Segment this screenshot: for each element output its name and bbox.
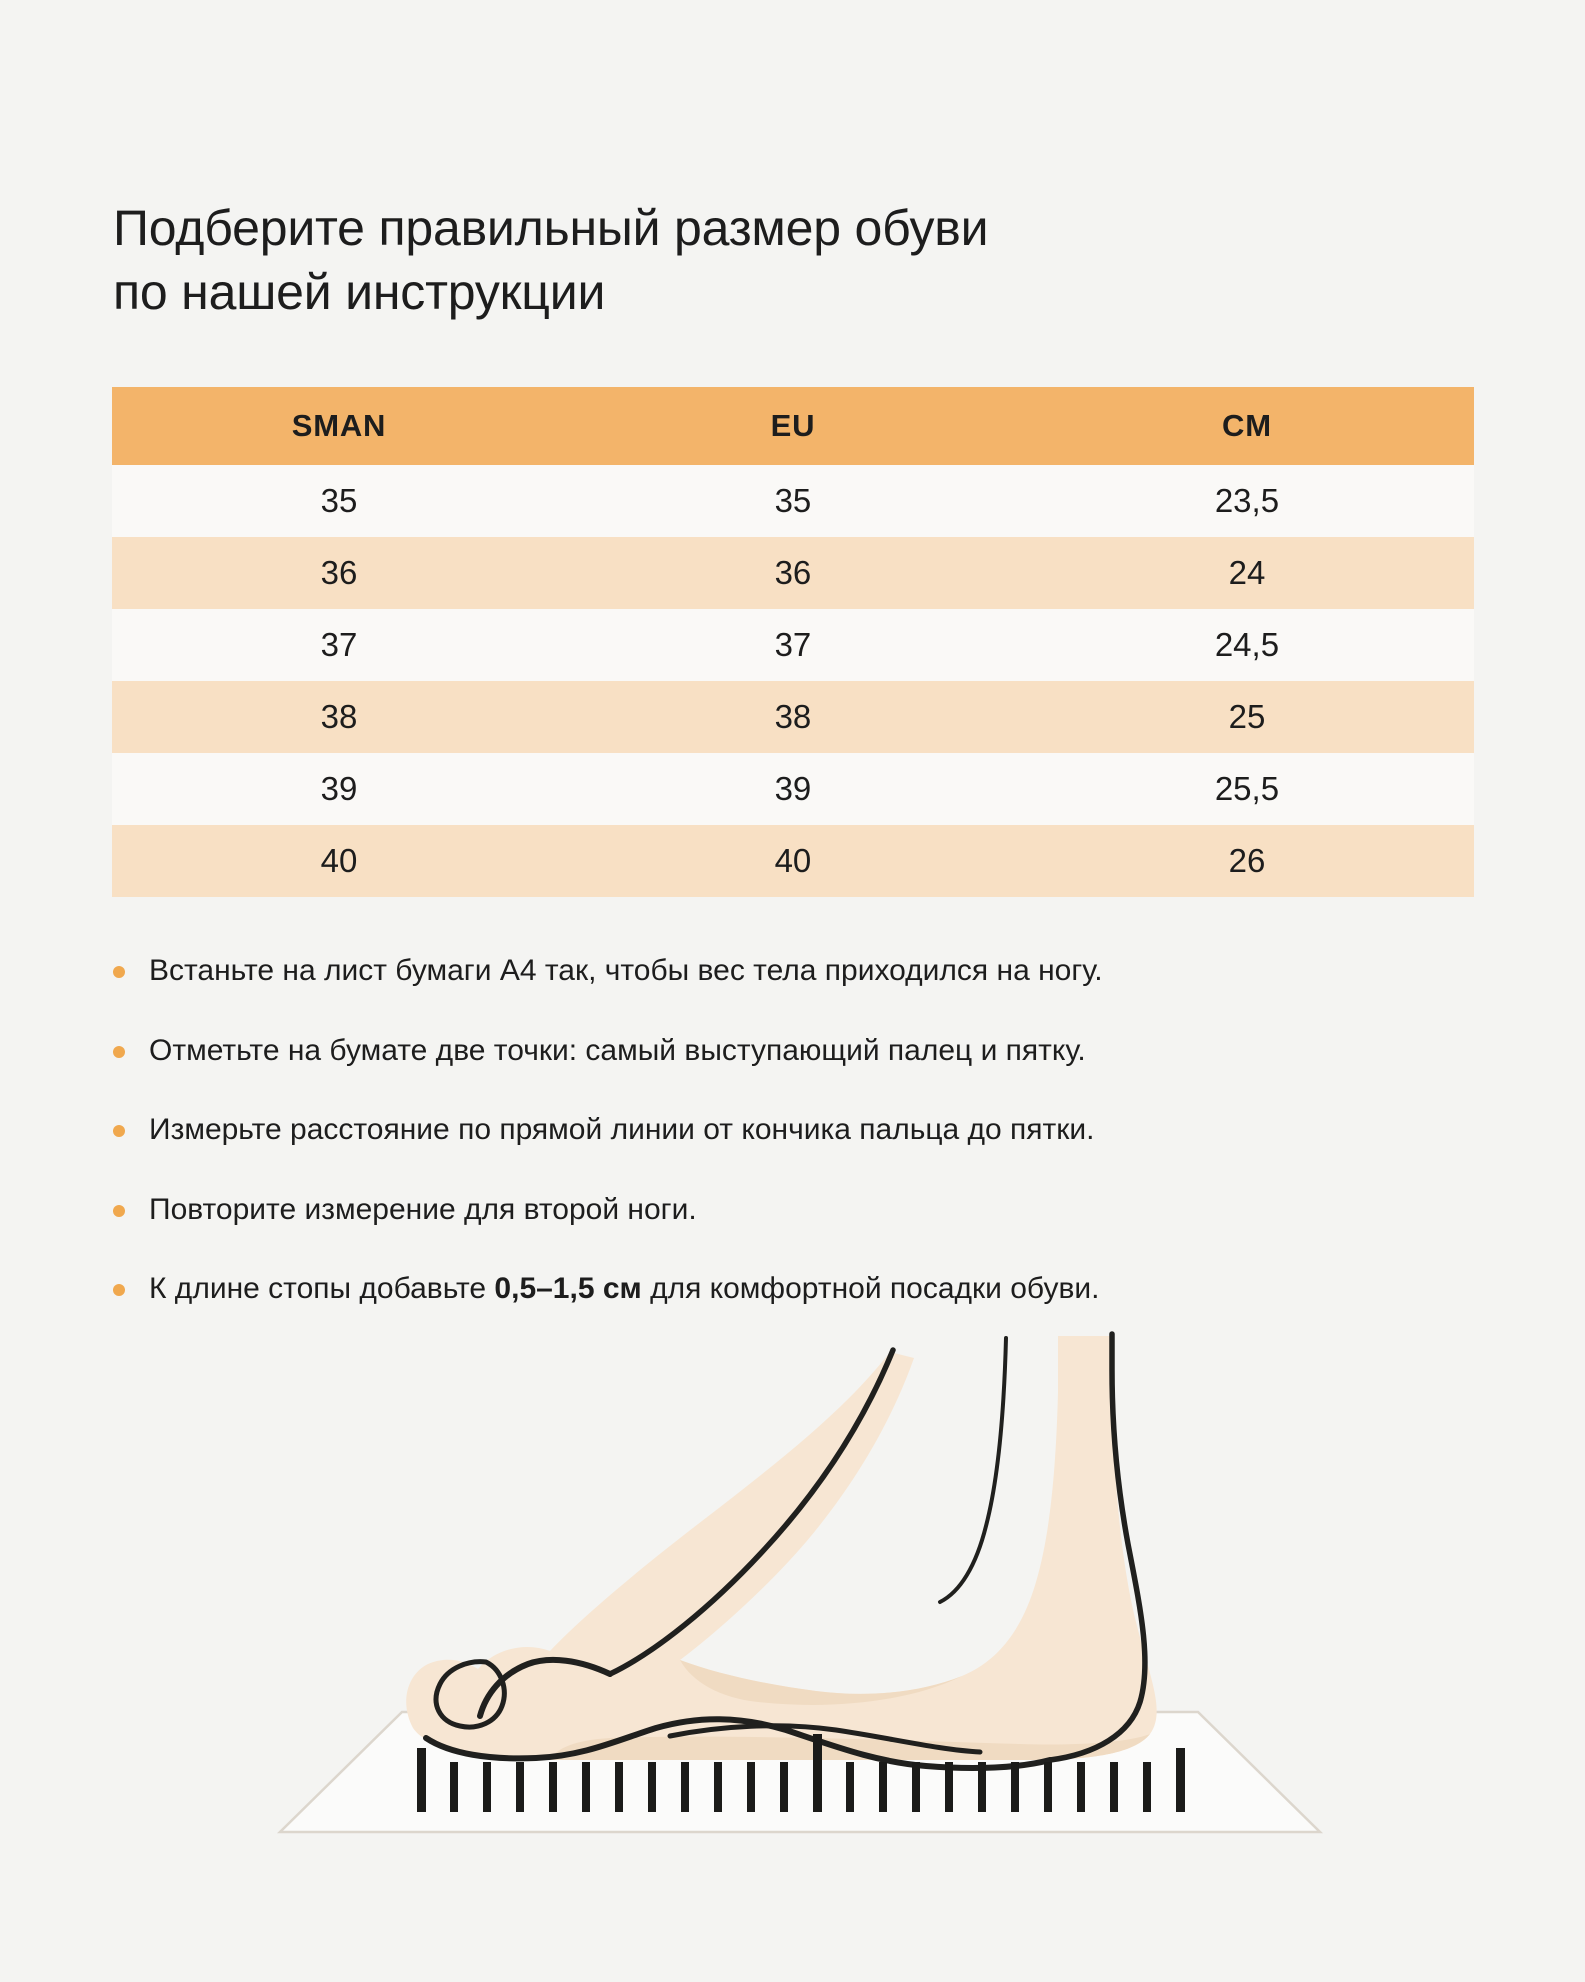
cell-eu: 37: [565, 609, 1020, 681]
table-row: 35 35 23,5: [112, 465, 1474, 537]
ruler-ticks-icon: [417, 1734, 1185, 1812]
cell-sman: 38: [112, 681, 566, 753]
cell-eu: 38: [565, 681, 1020, 753]
column-header-eu: EU: [565, 387, 1020, 465]
bullet-dot-icon: [113, 1125, 125, 1137]
list-item: Повторите измерение для второй ноги.: [113, 1191, 1513, 1229]
list-item-label: Повторите измерение для второй ноги.: [149, 1192, 697, 1226]
list-item: К длине стопы добавьте 0,5–1,5 см для ко…: [113, 1270, 1513, 1308]
cell-sman: 39: [112, 753, 566, 825]
list-item-suffix: для комфортной посадки обуви.: [641, 1272, 1100, 1305]
table-row: 39 39 25,5: [112, 753, 1474, 825]
page-title-line-1: Подберите правильный размер обуви: [113, 200, 989, 256]
cell-sman: 36: [112, 537, 566, 609]
list-item-label: Отметьте на бумате две точки: самый выст…: [149, 1033, 1086, 1067]
table-header-row: SMAN EU CM: [112, 387, 1474, 465]
table-row: 37 37 24,5: [112, 609, 1474, 681]
cell-sman: 37: [112, 609, 566, 681]
page-title: Подберите правильный размер обуви по наш…: [113, 196, 1313, 324]
cell-cm: 23,5: [1019, 465, 1474, 537]
cell-cm: 24,5: [1019, 609, 1474, 681]
cell-sman: 40: [112, 825, 566, 897]
cell-sman: 35: [112, 465, 566, 537]
cell-eu: 39: [565, 753, 1020, 825]
cell-eu: 36: [565, 537, 1020, 609]
foot-silhouette-icon: [406, 1336, 1157, 1760]
table-row: 40 40 26: [112, 825, 1474, 897]
column-header-sman: SMAN: [112, 387, 566, 465]
list-item: Измерьте расстояние по прямой линии от к…: [113, 1111, 1513, 1149]
cell-eu: 35: [565, 465, 1020, 537]
list-item-prefix: К длине стопы добавьте: [149, 1272, 495, 1305]
cell-cm: 24: [1019, 537, 1474, 609]
cell-cm: 26: [1019, 825, 1474, 897]
bullet-dot-icon: [113, 1045, 125, 1058]
table-row: 36 36 24: [112, 537, 1474, 609]
list-item: Отметьте на бумате две точки: самый выст…: [113, 1032, 1513, 1070]
foot-outline-icon: [423, 1331, 1148, 1771]
table-row: 38 38 25: [112, 681, 1474, 753]
list-item-emphasis: 0,5–1,5 см: [494, 1272, 642, 1305]
list-item: Встаньте на лист бумаги А4 так, чтобы ве…: [113, 952, 1513, 990]
bullet-dot-icon: [113, 1284, 125, 1296]
list-item-label: Измерьте расстояние по прямой линии от к…: [149, 1113, 1095, 1146]
column-header-cm: CM: [1019, 387, 1474, 465]
cell-cm: 25: [1019, 681, 1474, 753]
bullet-dot-icon: [113, 1204, 125, 1217]
foot-measurement-illustration: [250, 1330, 1350, 1890]
list-item-label: Встаньте на лист бумаги А4 так, чтобы ве…: [149, 954, 1103, 987]
size-table: SMAN EU CM 35 35 23,5 36 36 24 37 37 24,…: [112, 387, 1474, 897]
bullet-dot-icon: [113, 966, 125, 978]
page-title-line-2: по нашей инструкции: [113, 264, 606, 320]
size-table-body: 35 35 23,5 36 36 24 37 37 24,5 38 38 25 …: [112, 465, 1474, 897]
cell-eu: 40: [565, 825, 1020, 897]
size-table-head: SMAN EU CM: [112, 387, 1474, 465]
instruction-list: Встаньте на лист бумаги А4 так, чтобы ве…: [113, 952, 1513, 1308]
cell-cm: 25,5: [1019, 753, 1474, 825]
